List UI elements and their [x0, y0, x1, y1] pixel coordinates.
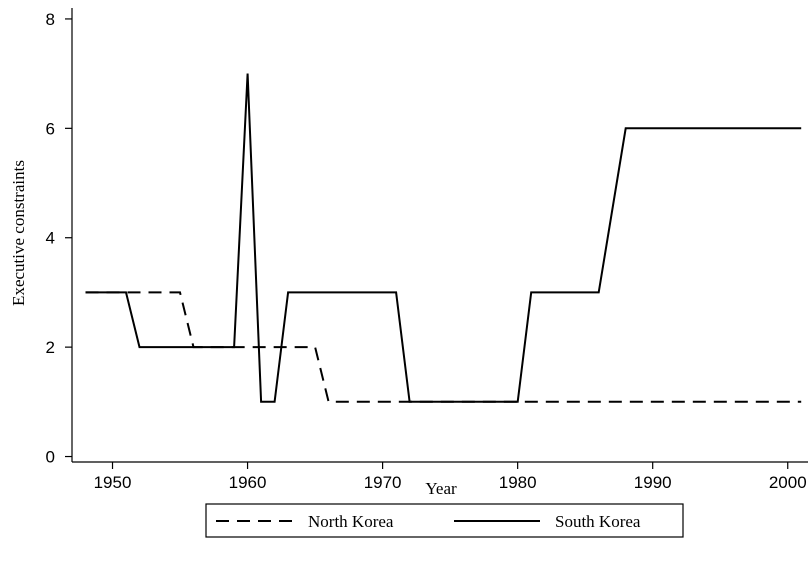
y-tick-label: 8 [46, 10, 55, 29]
x-axis-title: Year [425, 479, 457, 498]
legend-label-south-korea: South Korea [555, 512, 641, 531]
series-line-south-korea [85, 73, 802, 403]
x-tick-label: 2000 [769, 473, 807, 492]
x-tick-label: 1960 [229, 473, 267, 492]
x-tick-label: 1950 [94, 473, 132, 492]
legend: North Korea South Korea [205, 503, 684, 538]
series-line-north-korea [85, 291, 802, 403]
legend-label-north-korea: North Korea [308, 512, 394, 531]
x-ticks: 1950 1960 1970 1980 1990 2000 [94, 462, 807, 492]
series-layer [85, 73, 802, 403]
y-tick-label: 6 [46, 119, 55, 138]
y-tick-label: 0 [46, 448, 55, 467]
y-tick-label: 4 [46, 229, 55, 248]
y-axis-title: Executive constraints [9, 160, 28, 306]
y-ticks: 0 2 4 6 8 [46, 10, 72, 467]
y-tick-label: 2 [46, 338, 55, 357]
x-tick-label: 1990 [634, 473, 672, 492]
axes [71, 8, 808, 463]
x-tick-label: 1970 [364, 473, 402, 492]
x-tick-label: 1980 [499, 473, 537, 492]
